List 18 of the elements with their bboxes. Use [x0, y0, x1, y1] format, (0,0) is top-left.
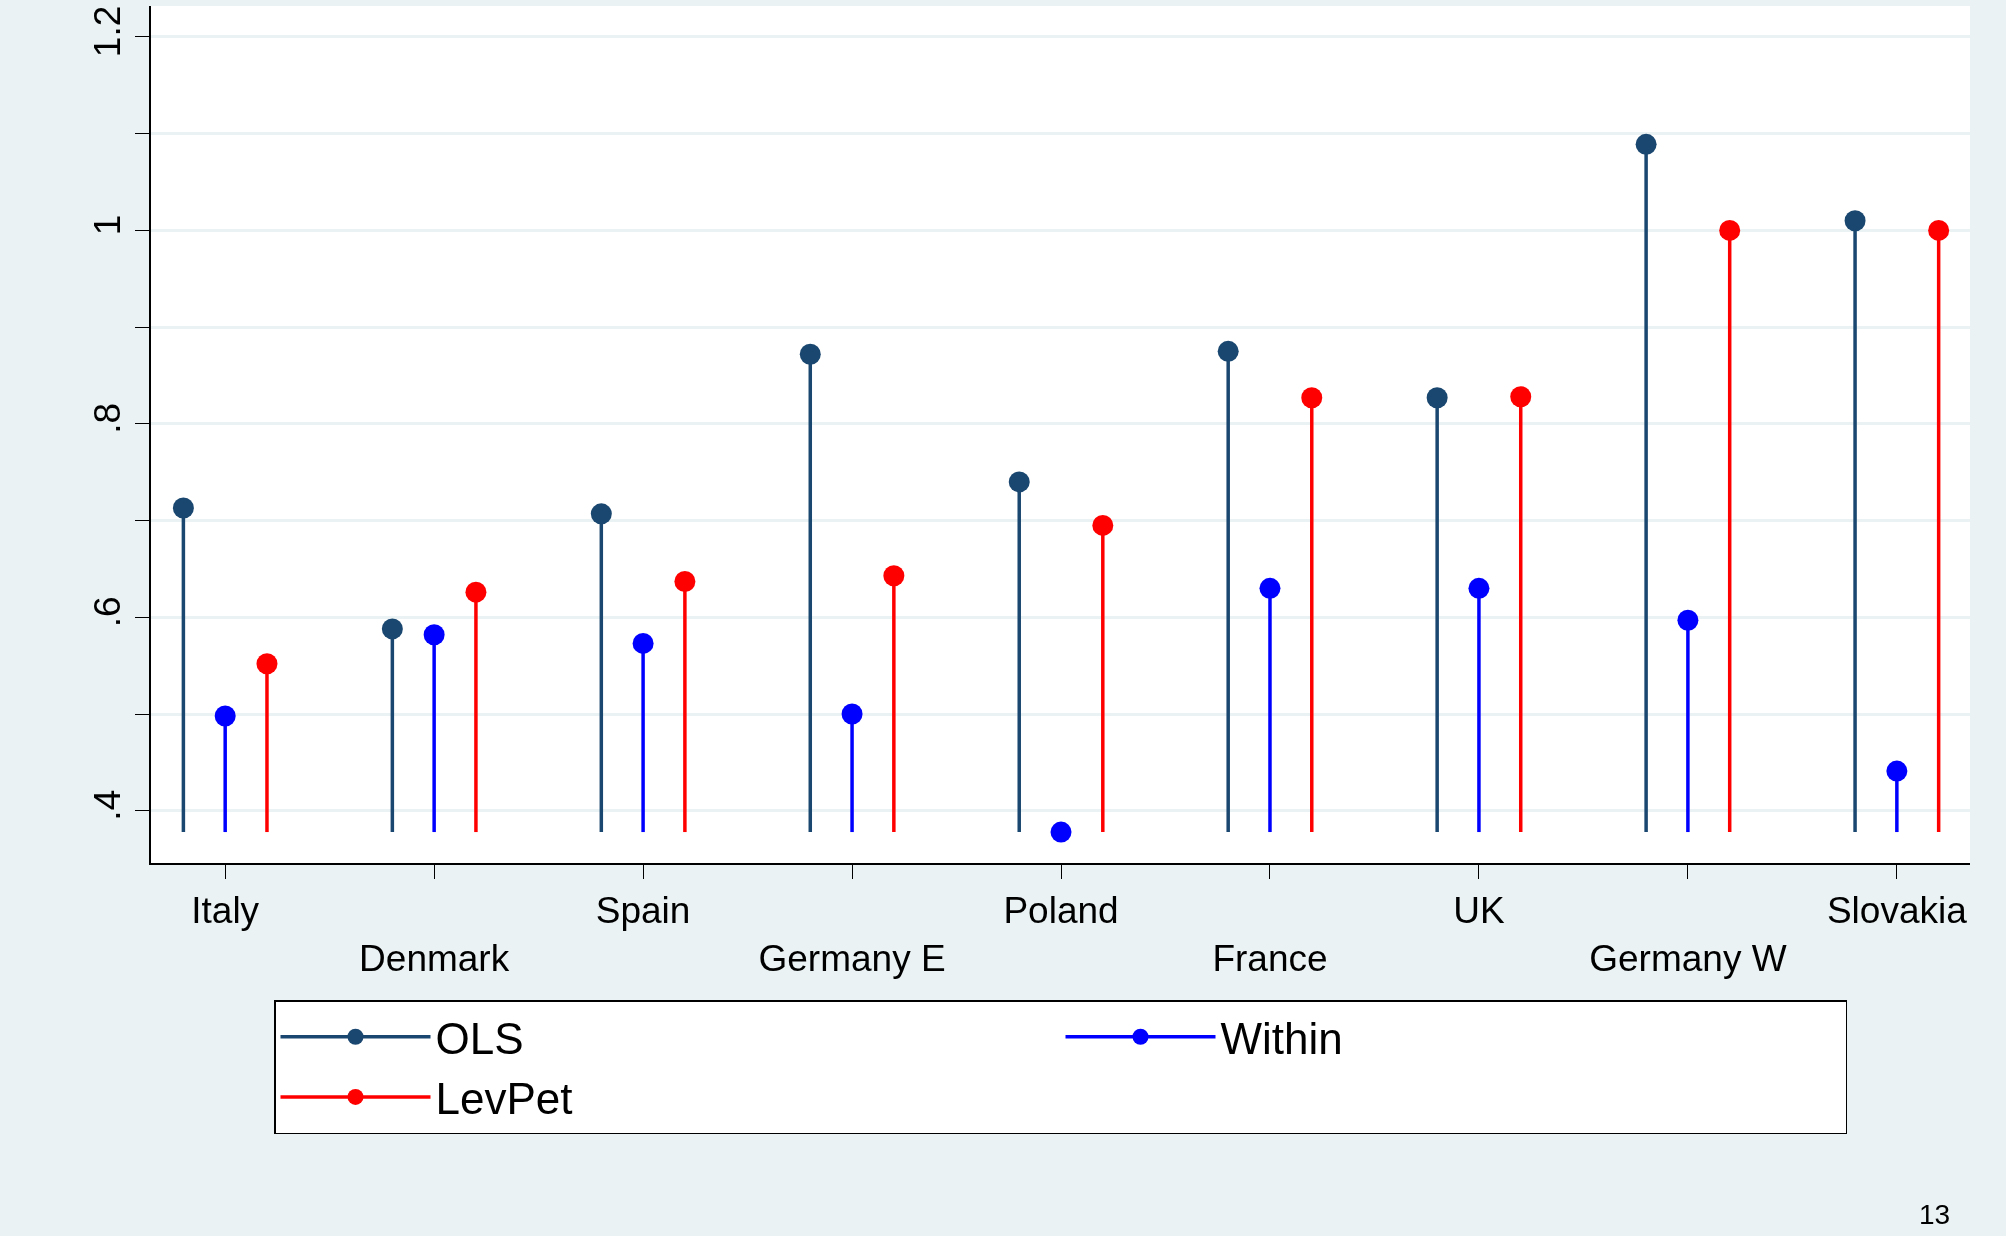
x-tick-label: UK: [1453, 890, 1505, 932]
x-tick-label: Italy: [191, 890, 260, 932]
y-tick-label: .8: [87, 402, 129, 434]
y-tick-label: 1: [87, 214, 129, 236]
x-tick-label: Germany W: [1589, 938, 1787, 980]
x-tick-label: Spain: [595, 890, 691, 932]
text: 13: [1919, 1199, 1951, 1230]
x-tick-label: Slovakia: [1826, 890, 1968, 932]
x-tick-label: Poland: [1003, 890, 1119, 932]
y-tick-label: 1.2: [87, 5, 129, 58]
legend-label: Within: [1220, 1013, 1343, 1063]
legend-label: LevPet: [435, 1074, 573, 1124]
y-tick-label: .4: [87, 789, 129, 821]
legend-label: OLS: [435, 1013, 524, 1063]
x-tick-label: Denmark: [359, 938, 510, 980]
x-tick-label: France: [1212, 938, 1328, 980]
y-tick-label: .6: [87, 596, 129, 628]
x-tick-label: Germany E: [758, 938, 946, 980]
